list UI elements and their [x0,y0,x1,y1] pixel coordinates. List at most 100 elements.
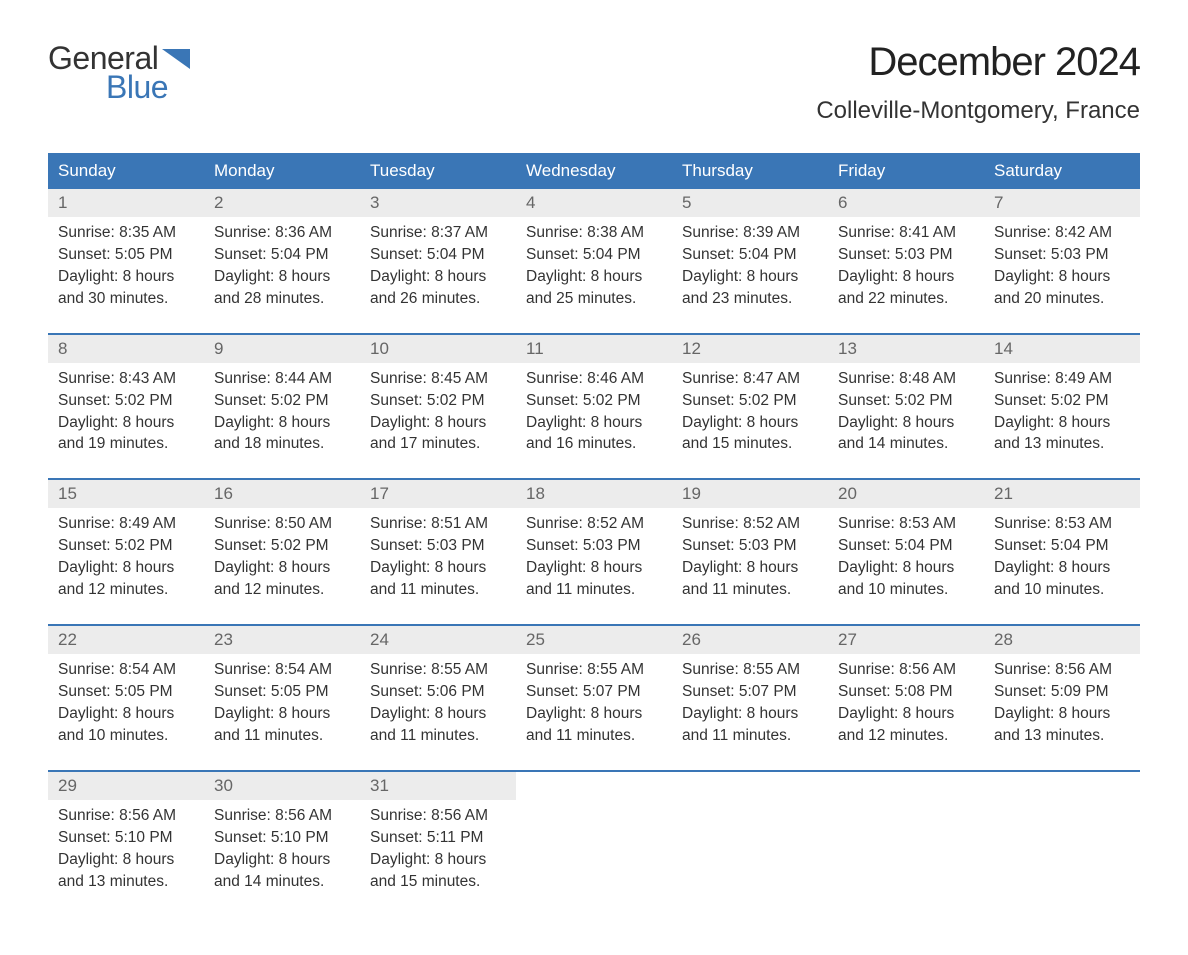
calendar-day-sunrise: Sunrise: 8:49 AM [58,514,194,535]
calendar-day-sunset: Sunset: 5:03 PM [682,536,818,557]
calendar-day-number: 12 [672,335,828,363]
calendar-day-content: Sunrise: 8:55 AMSunset: 5:07 PMDaylight:… [516,654,672,747]
calendar-day-dl1: Daylight: 8 hours [838,267,974,288]
calendar-day: 27Sunrise: 8:56 AMSunset: 5:08 PMDayligh… [828,626,984,748]
calendar-day-sunset: Sunset: 5:02 PM [838,391,974,412]
calendar-header-row: SundayMondayTuesdayWednesdayThursdayFrid… [48,153,1140,189]
calendar-day-dl2: and 20 minutes. [994,289,1130,310]
calendar-day-dl1: Daylight: 8 hours [994,267,1130,288]
calendar-day-sunset: Sunset: 5:04 PM [526,245,662,266]
calendar-day-content: Sunrise: 8:39 AMSunset: 5:04 PMDaylight:… [672,217,828,310]
calendar-day: 19Sunrise: 8:52 AMSunset: 5:03 PMDayligh… [672,480,828,602]
calendar-body: 1Sunrise: 8:35 AMSunset: 5:05 PMDaylight… [48,189,1140,893]
calendar-day-content: Sunrise: 8:35 AMSunset: 5:05 PMDaylight:… [48,217,204,310]
calendar-day-content: Sunrise: 8:43 AMSunset: 5:02 PMDaylight:… [48,363,204,456]
calendar-day-content: Sunrise: 8:52 AMSunset: 5:03 PMDaylight:… [672,508,828,601]
calendar-day-number: 2 [204,189,360,217]
calendar-day: 24Sunrise: 8:55 AMSunset: 5:06 PMDayligh… [360,626,516,748]
calendar-day-sunrise: Sunrise: 8:51 AM [370,514,506,535]
calendar-day-sunrise: Sunrise: 8:35 AM [58,223,194,244]
calendar-day-content: Sunrise: 8:55 AMSunset: 5:07 PMDaylight:… [672,654,828,747]
calendar-day-content: Sunrise: 8:38 AMSunset: 5:04 PMDaylight:… [516,217,672,310]
calendar-day-dl1: Daylight: 8 hours [214,850,350,871]
calendar-day-dl2: and 11 minutes. [682,726,818,747]
calendar-day-number: 24 [360,626,516,654]
calendar-day-sunset: Sunset: 5:02 PM [682,391,818,412]
calendar-day-dl1: Daylight: 8 hours [838,704,974,725]
calendar-day-sunrise: Sunrise: 8:45 AM [370,369,506,390]
calendar-day-sunrise: Sunrise: 8:55 AM [370,660,506,681]
calendar-day-dl1: Daylight: 8 hours [370,413,506,434]
calendar-day-content: Sunrise: 8:55 AMSunset: 5:06 PMDaylight:… [360,654,516,747]
calendar-day-dl1: Daylight: 8 hours [58,704,194,725]
calendar-day-sunrise: Sunrise: 8:49 AM [994,369,1130,390]
calendar-day: 10Sunrise: 8:45 AMSunset: 5:02 PMDayligh… [360,335,516,457]
calendar-day-number: 22 [48,626,204,654]
calendar-day-dl1: Daylight: 8 hours [994,704,1130,725]
calendar-day-number: 4 [516,189,672,217]
calendar-day-sunrise: Sunrise: 8:55 AM [526,660,662,681]
calendar-day-dl1: Daylight: 8 hours [370,704,506,725]
calendar-day-sunset: Sunset: 5:05 PM [58,682,194,703]
calendar: SundayMondayTuesdayWednesdayThursdayFrid… [48,153,1140,893]
calendar-day-number: 10 [360,335,516,363]
calendar-day-sunrise: Sunrise: 8:56 AM [58,806,194,827]
calendar-day-sunrise: Sunrise: 8:48 AM [838,369,974,390]
calendar-day-content: Sunrise: 8:42 AMSunset: 5:03 PMDaylight:… [984,217,1140,310]
calendar-day-dl2: and 12 minutes. [214,580,350,601]
calendar-day: 3Sunrise: 8:37 AMSunset: 5:04 PMDaylight… [360,189,516,311]
title-block: December 2024 Colleville-Montgomery, Fra… [816,40,1140,125]
calendar-day-number: 11 [516,335,672,363]
calendar-day-sunrise: Sunrise: 8:56 AM [214,806,350,827]
calendar-day-dl2: and 16 minutes. [526,434,662,455]
calendar-day-content: Sunrise: 8:37 AMSunset: 5:04 PMDaylight:… [360,217,516,310]
calendar-day: 16Sunrise: 8:50 AMSunset: 5:02 PMDayligh… [204,480,360,602]
calendar-day-sunset: Sunset: 5:04 PM [994,536,1130,557]
calendar-day: 30Sunrise: 8:56 AMSunset: 5:10 PMDayligh… [204,772,360,894]
calendar-day-sunset: Sunset: 5:04 PM [838,536,974,557]
calendar-day-number: 23 [204,626,360,654]
calendar-day-number: 1 [48,189,204,217]
calendar-day-sunrise: Sunrise: 8:56 AM [994,660,1130,681]
calendar-week: 8Sunrise: 8:43 AMSunset: 5:02 PMDaylight… [48,333,1140,457]
calendar-day-content: Sunrise: 8:46 AMSunset: 5:02 PMDaylight:… [516,363,672,456]
brand-line2: Blue [106,69,190,106]
calendar-week: 29Sunrise: 8:56 AMSunset: 5:10 PMDayligh… [48,770,1140,894]
calendar-day-dl1: Daylight: 8 hours [682,558,818,579]
calendar-day-sunset: Sunset: 5:03 PM [526,536,662,557]
calendar-day-sunset: Sunset: 5:08 PM [838,682,974,703]
calendar-day-empty [984,772,1140,894]
calendar-day-dl2: and 25 minutes. [526,289,662,310]
calendar-day-sunrise: Sunrise: 8:39 AM [682,223,818,244]
calendar-day-dl1: Daylight: 8 hours [994,413,1130,434]
calendar-day-dl2: and 11 minutes. [370,580,506,601]
calendar-day: 20Sunrise: 8:53 AMSunset: 5:04 PMDayligh… [828,480,984,602]
calendar-day: 17Sunrise: 8:51 AMSunset: 5:03 PMDayligh… [360,480,516,602]
calendar-day-dl2: and 11 minutes. [526,726,662,747]
calendar-day-number: 30 [204,772,360,800]
calendar-day-content [516,800,672,806]
calendar-day: 28Sunrise: 8:56 AMSunset: 5:09 PMDayligh… [984,626,1140,748]
calendar-day-dl2: and 11 minutes. [370,726,506,747]
calendar-day-dl2: and 26 minutes. [370,289,506,310]
calendar-day: 9Sunrise: 8:44 AMSunset: 5:02 PMDaylight… [204,335,360,457]
calendar-day-dl1: Daylight: 8 hours [526,413,662,434]
calendar-day-sunset: Sunset: 5:04 PM [214,245,350,266]
calendar-header-cell: Tuesday [360,153,516,189]
calendar-day-content: Sunrise: 8:47 AMSunset: 5:02 PMDaylight:… [672,363,828,456]
calendar-day-number: 5 [672,189,828,217]
calendar-day-dl2: and 11 minutes. [526,580,662,601]
calendar-day-content: Sunrise: 8:49 AMSunset: 5:02 PMDaylight:… [984,363,1140,456]
calendar-day: 23Sunrise: 8:54 AMSunset: 5:05 PMDayligh… [204,626,360,748]
calendar-day: 18Sunrise: 8:52 AMSunset: 5:03 PMDayligh… [516,480,672,602]
calendar-day-sunrise: Sunrise: 8:43 AM [58,369,194,390]
calendar-header-cell: Thursday [672,153,828,189]
calendar-day-content: Sunrise: 8:54 AMSunset: 5:05 PMDaylight:… [48,654,204,747]
calendar-day-sunrise: Sunrise: 8:50 AM [214,514,350,535]
calendar-day-number: 3 [360,189,516,217]
calendar-day: 6Sunrise: 8:41 AMSunset: 5:03 PMDaylight… [828,189,984,311]
calendar-day-dl1: Daylight: 8 hours [58,267,194,288]
calendar-day-number: 6 [828,189,984,217]
calendar-day-sunrise: Sunrise: 8:55 AM [682,660,818,681]
calendar-day: 14Sunrise: 8:49 AMSunset: 5:02 PMDayligh… [984,335,1140,457]
